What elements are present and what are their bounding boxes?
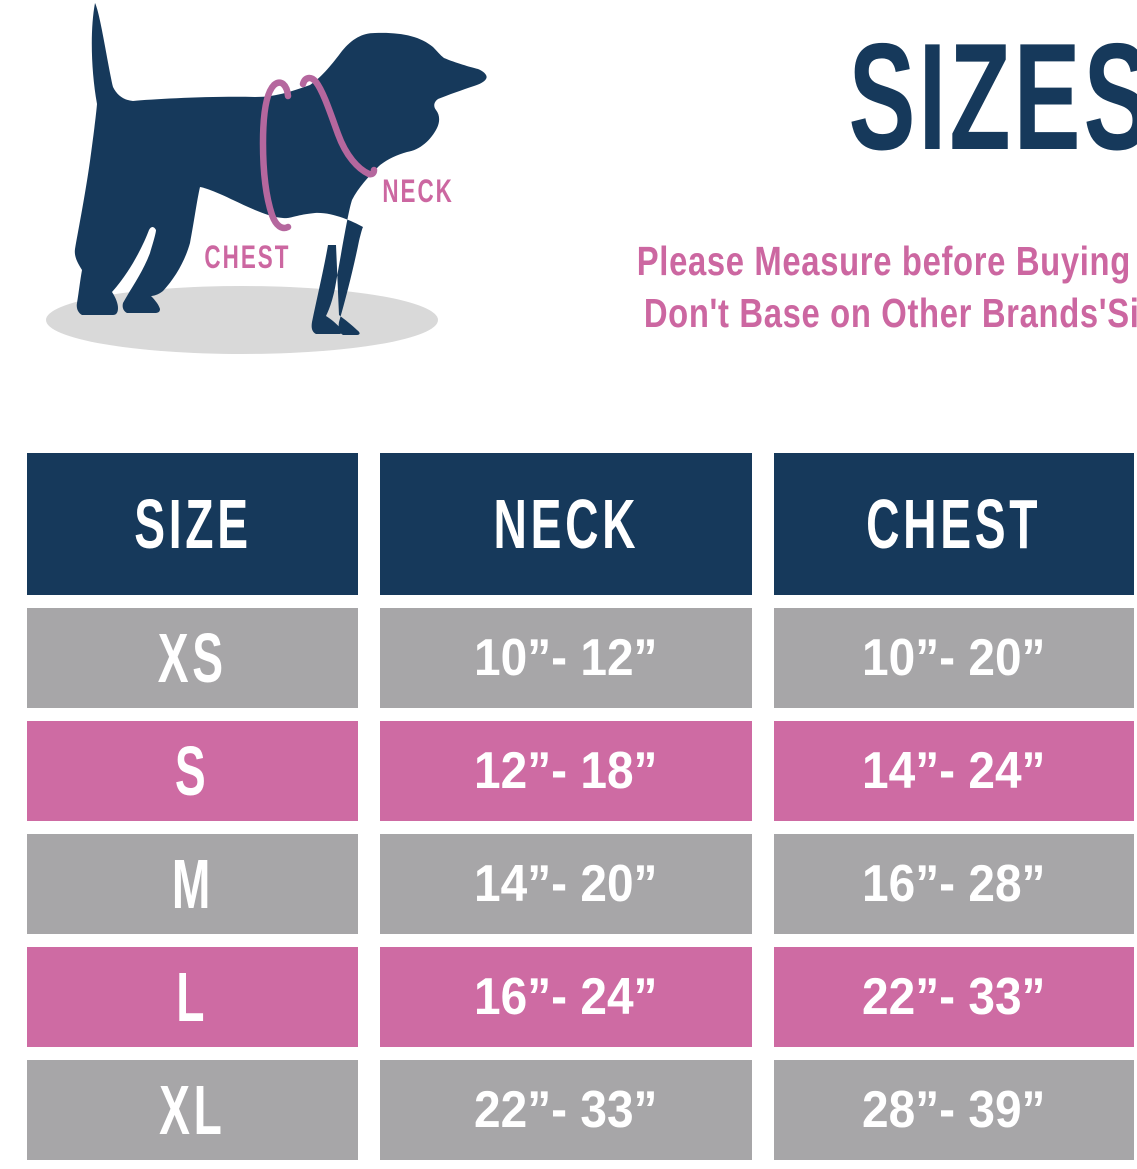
dog-silhouette <box>74 3 487 335</box>
table-cell-xl-size: XL <box>27 1060 358 1160</box>
table-cell-xs-size: XS <box>27 608 358 708</box>
chest-diagram-label-text: CHEST <box>204 239 291 275</box>
size-table: SIZE NECK CHEST XS 10”- 12” 10”- 20” S 12”- 18”… <box>27 453 1134 1160</box>
table-cell-l-size: L <box>27 947 358 1047</box>
table-cell-m-size: M <box>27 834 358 934</box>
table-cell-xs-neck: 10”- 12” <box>380 608 752 708</box>
table-cell-s-chest: 14”- 24” <box>774 721 1134 821</box>
table-cell-xl-chest: 28”- 39” <box>774 1060 1134 1160</box>
chest-diagram-label: CHEST <box>185 241 310 273</box>
table-cell-l-neck: 16”- 24” <box>380 947 752 1047</box>
dog-illustration <box>46 3 487 354</box>
table-cell-s-size: S <box>27 721 358 821</box>
table-cell-m-chest: 16”- 28” <box>774 834 1134 934</box>
table-cell-xl-neck: 22”- 33” <box>380 1060 752 1160</box>
column-header-size: SIZE <box>27 453 358 595</box>
subtitle: Please Measure before Buying Don't Base … <box>575 235 1137 339</box>
neck-diagram-label-text: NECK <box>382 173 454 209</box>
table-cell-xs-chest: 10”- 20” <box>774 608 1134 708</box>
neck-strap-line <box>299 74 378 178</box>
column-header-chest: CHEST <box>774 453 1134 595</box>
page-title: SIZES <box>770 21 1137 173</box>
subtitle-line-1: Please Measure before Buying <box>636 238 1131 284</box>
table-cell-l-chest: 22”- 33” <box>774 947 1134 1047</box>
column-header-neck: NECK <box>380 453 752 595</box>
table-cell-s-neck: 12”- 18” <box>380 721 752 821</box>
chest-strap-line <box>259 79 292 232</box>
subtitle-line-2: Don't Base on Other Brands'Sizes <box>643 290 1137 336</box>
neck-diagram-label: NECK <box>362 175 474 207</box>
table-cell-m-neck: 14”- 20” <box>380 834 752 934</box>
page-title-text: SIZES <box>848 12 1137 182</box>
